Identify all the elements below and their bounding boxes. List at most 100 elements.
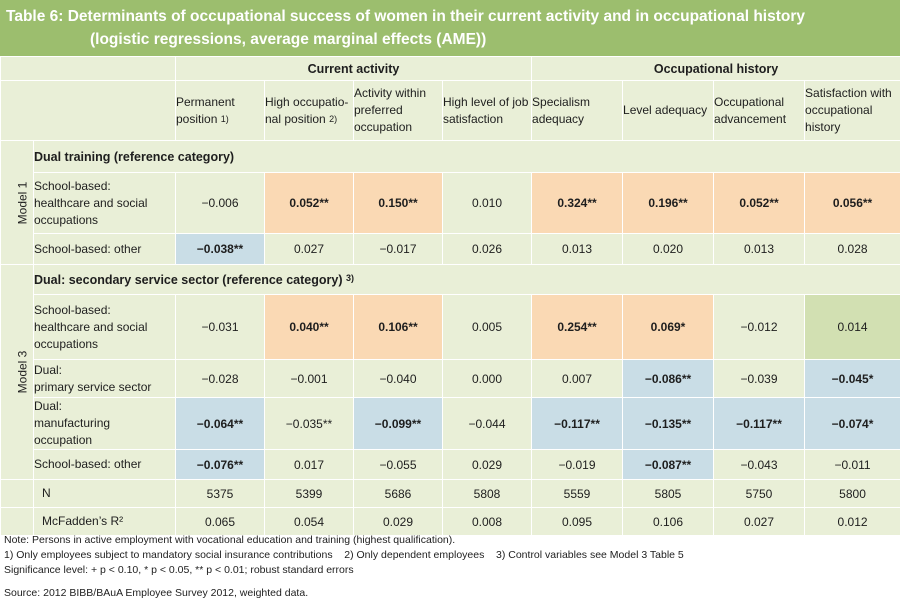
model-label-cell: Model 3 bbox=[0, 264, 34, 480]
table-cell: −0.040 bbox=[353, 359, 443, 398]
table-cell: −0.055 bbox=[353, 449, 443, 480]
column-header-text: history bbox=[805, 120, 841, 134]
row-label: Dual: manufacturing occupation bbox=[33, 397, 176, 450]
column-header-corner bbox=[0, 80, 176, 141]
column-header-text: preferred bbox=[354, 103, 403, 117]
row-label-text: School-based: other bbox=[34, 241, 142, 256]
row-label-text: manufacturing bbox=[34, 416, 111, 430]
summary-cell: 5808 bbox=[441, 479, 533, 508]
table-cell: 0.010 bbox=[441, 172, 533, 234]
column-header-text: Level adequacy bbox=[623, 103, 708, 117]
summary-side-cell bbox=[0, 507, 34, 536]
column-header-text: position bbox=[176, 111, 218, 126]
group-header-occupational-history: Occupational history bbox=[531, 56, 900, 81]
table-cell: 0.014 bbox=[804, 294, 900, 360]
note-text: Note: Persons in active employment with … bbox=[4, 534, 456, 546]
group-header-current-activity: Current activity bbox=[174, 56, 533, 81]
summary-cell: 5375 bbox=[175, 479, 265, 508]
row-label: School-based: other bbox=[33, 449, 176, 480]
table-cell: 0.000 bbox=[441, 359, 533, 398]
significance-text: Significance level: + p < 0.10, * p < 0.… bbox=[4, 564, 354, 576]
summary-cell: 5559 bbox=[531, 479, 624, 508]
column-header-text: occupation bbox=[354, 120, 413, 134]
table-cell: −0.012 bbox=[713, 294, 806, 360]
summary-row: N 5375 5399 5686 5808 5559 5805 5750 5800 bbox=[0, 479, 900, 508]
summary-cell: 5805 bbox=[622, 479, 715, 508]
column-header-text: nal position bbox=[265, 111, 326, 126]
reference-category-row: Model 3 Dual: secondary service sector (r… bbox=[0, 264, 900, 480]
summary-cell: 0.027 bbox=[713, 507, 806, 536]
source-text: Source: 2012 BIBB/BAuA Employee Survey 2… bbox=[4, 587, 309, 599]
summary-cell: 0.012 bbox=[804, 507, 900, 536]
row-label-text: Dual: bbox=[34, 399, 63, 413]
column-header: Level adequacy bbox=[622, 80, 715, 141]
footnote-marker: 3) bbox=[345, 272, 354, 283]
footnotes-text: 1) Only employees subject to mandatory s… bbox=[4, 549, 684, 561]
column-header-text: satisfaction bbox=[443, 111, 504, 126]
summary-row: McFadden’s R² 0.065 0.054 0.029 0.008 0.095 0.… bbox=[0, 507, 900, 536]
table-cell: 0.040** bbox=[264, 294, 354, 360]
table-cell: −0.045* bbox=[804, 359, 900, 398]
summary-side-cell bbox=[0, 479, 34, 508]
column-header-text: Permanent bbox=[176, 94, 235, 109]
table-cell: 0.027 bbox=[264, 233, 354, 265]
table-row: School-based: healthcare and social occupa… bbox=[1, 172, 900, 234]
table-title-banner: Table 6: Determinants of occupational su… bbox=[0, 0, 900, 56]
table-cell: 0.106** bbox=[353, 294, 443, 360]
column-header: Specialism adequacy bbox=[531, 80, 624, 141]
table-cell: −0.135** bbox=[622, 397, 715, 450]
row-label-text: School-based: bbox=[34, 302, 111, 317]
corner-cell bbox=[0, 56, 176, 81]
column-header-text: High occupatio- bbox=[265, 94, 349, 109]
row-label-text: School-based: bbox=[34, 178, 111, 193]
column-header-row: Permanent position 1) High occupatio-nal p… bbox=[0, 80, 900, 141]
table-cell: −0.117** bbox=[531, 397, 624, 450]
group-header-row: Current activity Occupational history bbox=[0, 56, 900, 81]
table-cell: −0.064** bbox=[175, 397, 265, 450]
summary-cell: 0.029 bbox=[353, 507, 443, 536]
table-cell: −0.038** bbox=[175, 233, 265, 265]
column-header: Occupational advancement bbox=[713, 80, 806, 141]
table-cell: −0.043 bbox=[713, 449, 806, 480]
results-table: Current activity Occupational history Perm… bbox=[0, 56, 900, 536]
table-row: School-based: other −0.076** 0.017 −0.055 0.… bbox=[1, 449, 900, 480]
column-header: Permanent position 1) bbox=[175, 80, 265, 141]
model-label-cell: Model 1 bbox=[0, 140, 34, 265]
row-label: School-based: other bbox=[33, 233, 176, 265]
table-row: School-based: healthcare and social occupa… bbox=[1, 294, 900, 360]
table-cell: −0.011 bbox=[804, 449, 900, 480]
row-label-text: occupation bbox=[34, 433, 93, 447]
reference-category-text: Dual training (reference category) bbox=[34, 149, 235, 164]
table-cell: 0.020 bbox=[622, 233, 715, 265]
table-cell: −0.019 bbox=[531, 449, 624, 480]
table-cell: 0.196** bbox=[622, 172, 715, 234]
row-label-text: healthcare and social bbox=[34, 195, 148, 210]
row-label-text: Dual: bbox=[34, 362, 63, 377]
footnote-marker: 1) bbox=[220, 113, 229, 124]
column-header-text: Activity within bbox=[354, 86, 427, 100]
reference-category-row: Model 1 Dual training (reference category… bbox=[0, 140, 900, 265]
table-row: Dual: primary service sector −0.028 −0.001−… bbox=[1, 359, 900, 398]
column-header: Activity within preferred occupation bbox=[353, 80, 443, 141]
column-header: High level of job satisfaction bbox=[441, 80, 533, 141]
table-cell: −0.006 bbox=[175, 172, 265, 234]
summary-cell: 0.065 bbox=[175, 507, 265, 536]
table-cell: 0.052** bbox=[713, 172, 806, 234]
table-cell: 0.052** bbox=[264, 172, 354, 234]
summary-cell: 0.095 bbox=[531, 507, 624, 536]
table-cell: 0.324** bbox=[531, 172, 624, 234]
table-cell: −0.001 bbox=[264, 359, 354, 398]
table-cell: 0.013 bbox=[531, 233, 624, 265]
summary-cell: 5686 bbox=[353, 479, 443, 508]
model-label: Model 1 bbox=[15, 181, 30, 224]
summary-label: McFadden’s R² bbox=[33, 507, 176, 536]
table-cell: 0.028 bbox=[804, 233, 900, 265]
table-cell: −0.035** bbox=[264, 397, 354, 450]
row-label-text: School-based: other bbox=[34, 457, 142, 471]
row-label: School-based: healthcare and social occupa… bbox=[33, 172, 176, 234]
table-cell: 0.005 bbox=[441, 294, 533, 360]
table-cell: −0.017 bbox=[353, 233, 443, 265]
table-cell: 0.013 bbox=[713, 233, 806, 265]
column-header-text: Occupational bbox=[714, 94, 785, 109]
summary-cell: 5750 bbox=[713, 479, 806, 508]
